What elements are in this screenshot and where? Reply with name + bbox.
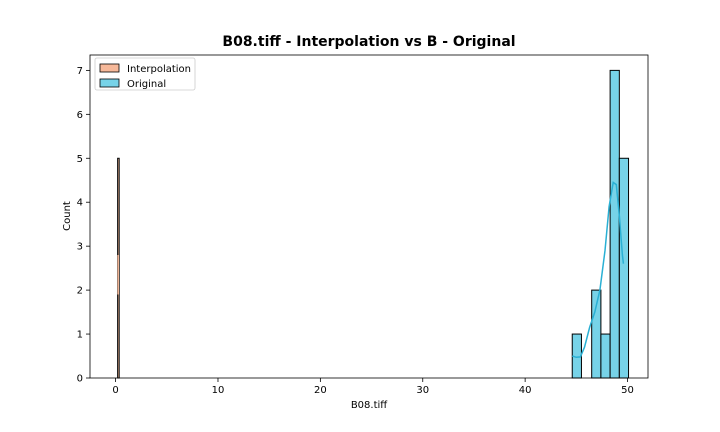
y-tick-label: 2 [77, 286, 83, 297]
y-tick-label: 4 [77, 198, 83, 209]
y-axis-label: Count [62, 201, 73, 231]
kde-line [571, 181, 625, 359]
x-tick-label: 10 [212, 385, 225, 396]
y-tick-label: 3 [77, 242, 83, 253]
legend-box [94, 57, 196, 91]
legend: Interpolation Original [94, 57, 196, 91]
x-tick-label: 0 [112, 385, 118, 396]
histogram-bar [609, 69, 620, 379]
legend-label: Interpolation [127, 64, 191, 75]
y-tick-label: 5 [77, 154, 83, 165]
plot-frame [89, 54, 649, 379]
chart-title: B08.tiff - Interpolation vs B - Original [222, 34, 515, 50]
legend-swatch [99, 63, 120, 73]
x-axis-label: B08.tiff [351, 400, 388, 411]
x-tick-label: 20 [314, 385, 327, 396]
x-tick-label: 40 [519, 385, 532, 396]
legend-label: Original [127, 79, 166, 90]
legend-swatch [99, 78, 120, 88]
y-tick-label: 0 [77, 374, 83, 385]
x-tick-label: 50 [621, 385, 634, 396]
y-tick-label: 6 [77, 110, 83, 121]
histogram-bar [618, 157, 630, 379]
y-tick-label: 7 [77, 66, 83, 77]
y-tick-label: 1 [77, 330, 83, 341]
histogram-bar [600, 333, 611, 379]
x-tick-label: 30 [416, 385, 429, 396]
